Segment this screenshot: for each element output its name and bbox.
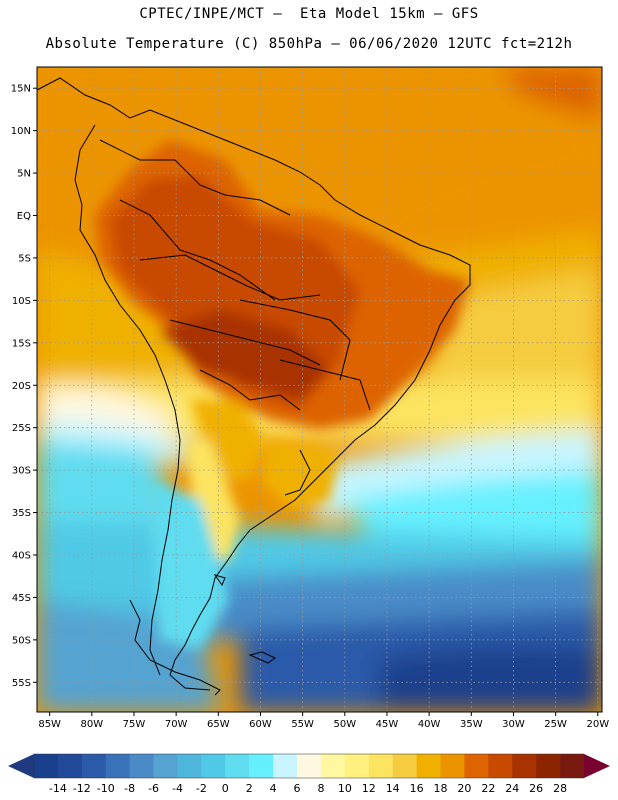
colorbar-box (464, 754, 489, 778)
lon-label: 55W (291, 719, 314, 730)
lat-label: 20S (12, 381, 31, 392)
colorbar-extend-left (8, 754, 34, 778)
lon-label: 65W (207, 719, 230, 730)
colorbar-box (34, 754, 59, 778)
map-frame (36, 66, 603, 713)
coastline (37, 77, 471, 696)
lat-label: 55S (12, 678, 31, 689)
colorbar-box (129, 754, 154, 778)
longitude-labels: 85W 80W 75W 70W 65W 60W 55W 50W 45W 40W 35W 30W 25W 2… (38, 712, 609, 730)
colorbar-label: 22 (481, 782, 495, 795)
colorbar-box (392, 754, 417, 778)
lon-label: 80W (81, 719, 104, 730)
colorbar-box (201, 754, 226, 778)
lat-label: 40S (12, 550, 31, 561)
colorbar-box (225, 754, 250, 778)
lat-label: 10N (11, 126, 31, 137)
colorbar-box (416, 754, 441, 778)
temperature-map: 15N 10N 5N EQ 5S 10S 15S 20S 25S 30S 35S 40S 45S 50S 5… (11, 66, 609, 730)
lat-label: 35S (12, 508, 31, 519)
colorbar-label: 28 (553, 782, 567, 795)
colorbar-label: -12 (73, 782, 91, 795)
colorbar-label: -8 (124, 782, 135, 795)
colorbar-box (320, 754, 346, 778)
lon-label: 75W (123, 719, 146, 730)
colorbar-box (177, 754, 202, 778)
lon-label: 60W (249, 719, 272, 730)
lon-label: 25W (544, 719, 567, 730)
colorbar-box (249, 754, 274, 778)
lat-label: 45S (12, 593, 31, 604)
colorbar-label: 20 (457, 782, 471, 795)
colorbar-box (512, 754, 537, 778)
lon-label: 40W (418, 719, 441, 730)
colorbar-label: 4 (270, 782, 277, 795)
color-legend: -14 -12 -10 -8 -6 -4 -2 0 2 4 6 8 10 12 14 16 18 20 22 24 26… (8, 753, 610, 795)
lon-label: 20W (586, 719, 609, 730)
colorbar-label: 10 (338, 782, 352, 795)
colorbar-label: 24 (505, 782, 519, 795)
lat-label: 10S (12, 296, 31, 307)
colorbar-label: 14 (386, 782, 400, 795)
colorbar-label: 26 (529, 782, 543, 795)
map-title-line-2: Absolute Temperature (C) 850hPa – 06/06/… (45, 36, 573, 52)
lon-label: 30W (502, 719, 525, 730)
colorbar-label: 2 (246, 782, 253, 795)
latitude-labels: 15N 10N 5N EQ 5S 10S 15S 20S 25S 30S 35S 40S 45S 50S 5… (11, 84, 37, 689)
colorbar-label: 6 (294, 782, 301, 795)
colorbar-labels: -14 -12 -10 -8 -6 -4 -2 0 2 4 6 8 10 12 14 16 18 20 22 24 26… (49, 782, 567, 795)
colorbar-label: 16 (410, 782, 424, 795)
colorbar-box (344, 754, 370, 778)
lon-label: 50W (333, 719, 356, 730)
lon-label: 45W (376, 719, 399, 730)
lat-label: 30S (12, 466, 31, 477)
colorbar-box (81, 754, 107, 778)
colorbar-label: -4 (172, 782, 183, 795)
lon-label: 85W (38, 719, 61, 730)
colorbar-label: 8 (317, 782, 324, 795)
colorbar-box (488, 754, 513, 778)
colorbar-extend-right (584, 754, 610, 778)
colorbar-box (440, 754, 465, 778)
lon-label: 70W (165, 719, 188, 730)
colorbar-box (105, 754, 130, 778)
lon-label: 35W (460, 719, 483, 730)
colorbar-label: -2 (196, 782, 207, 795)
colorbar-box (536, 754, 561, 778)
colorbar-label: 12 (362, 782, 376, 795)
colorbar-box (560, 754, 585, 778)
map-title-line-1: CPTEC/INPE/MCT – Eta Model 15km – GFS (139, 6, 479, 22)
colorbar-label: -14 (49, 782, 67, 795)
colorbar-box (368, 754, 393, 778)
colorbar-label: -6 (148, 782, 159, 795)
temperature-field (37, 67, 602, 712)
colorbar-label: -10 (97, 782, 115, 795)
lat-label: EQ (17, 211, 31, 222)
lat-label: 5N (17, 169, 31, 180)
colorbar-box (273, 754, 298, 778)
colorbar-label: 0 (222, 782, 229, 795)
lat-label: 50S (12, 635, 31, 646)
colorbar-label: 18 (434, 782, 448, 795)
colorbar-box (153, 754, 178, 778)
lat-label: 15N (11, 84, 31, 95)
lat-label: 25S (12, 423, 31, 434)
colorbar-box (57, 754, 83, 778)
colorbar-boxes (33, 753, 585, 779)
colorbar-box (297, 754, 322, 778)
lat-label: 5S (18, 253, 31, 264)
lat-label: 15S (12, 338, 31, 349)
